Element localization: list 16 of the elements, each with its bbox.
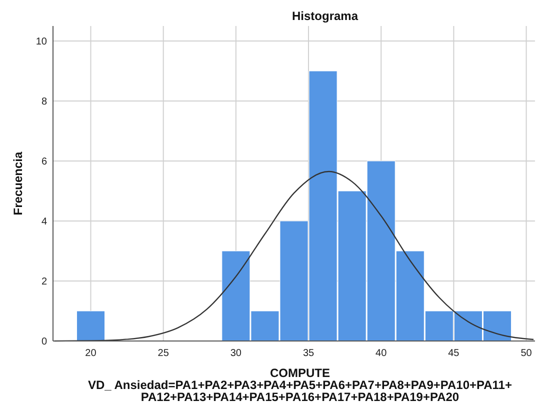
x-tick-label: 45 [448,348,460,359]
chart-title: Histograma [292,9,358,23]
y-tick-label: 10 [36,36,48,48]
x-tick-label: 20 [85,348,97,359]
y-tick-label: 4 [41,216,48,228]
y-tick-label: 8 [41,96,48,108]
x-tick-label: 50 [520,348,532,359]
x-tick-label: 30 [230,348,242,359]
y-tick-label: 0 [41,336,48,348]
y-axis-title: Frecuencia [11,152,25,216]
x-axis-title: COMPUTE VD_ Ansiedad=PA1+PA2+PA3+PA4+PA5+PA6+PA7+PA8+PA9+PA10+PA11+PA12+PA13+PA14+PA15+PA16+PA17+PA18+PA19+PA20 [88,366,512,404]
x-tick-label: 25 [158,348,170,359]
x-tick-label: 35 [302,348,315,359]
y-tick-label: 2 [41,276,48,288]
y-tick-label: 6 [41,156,48,168]
x-tick-label: 40 [376,348,388,359]
